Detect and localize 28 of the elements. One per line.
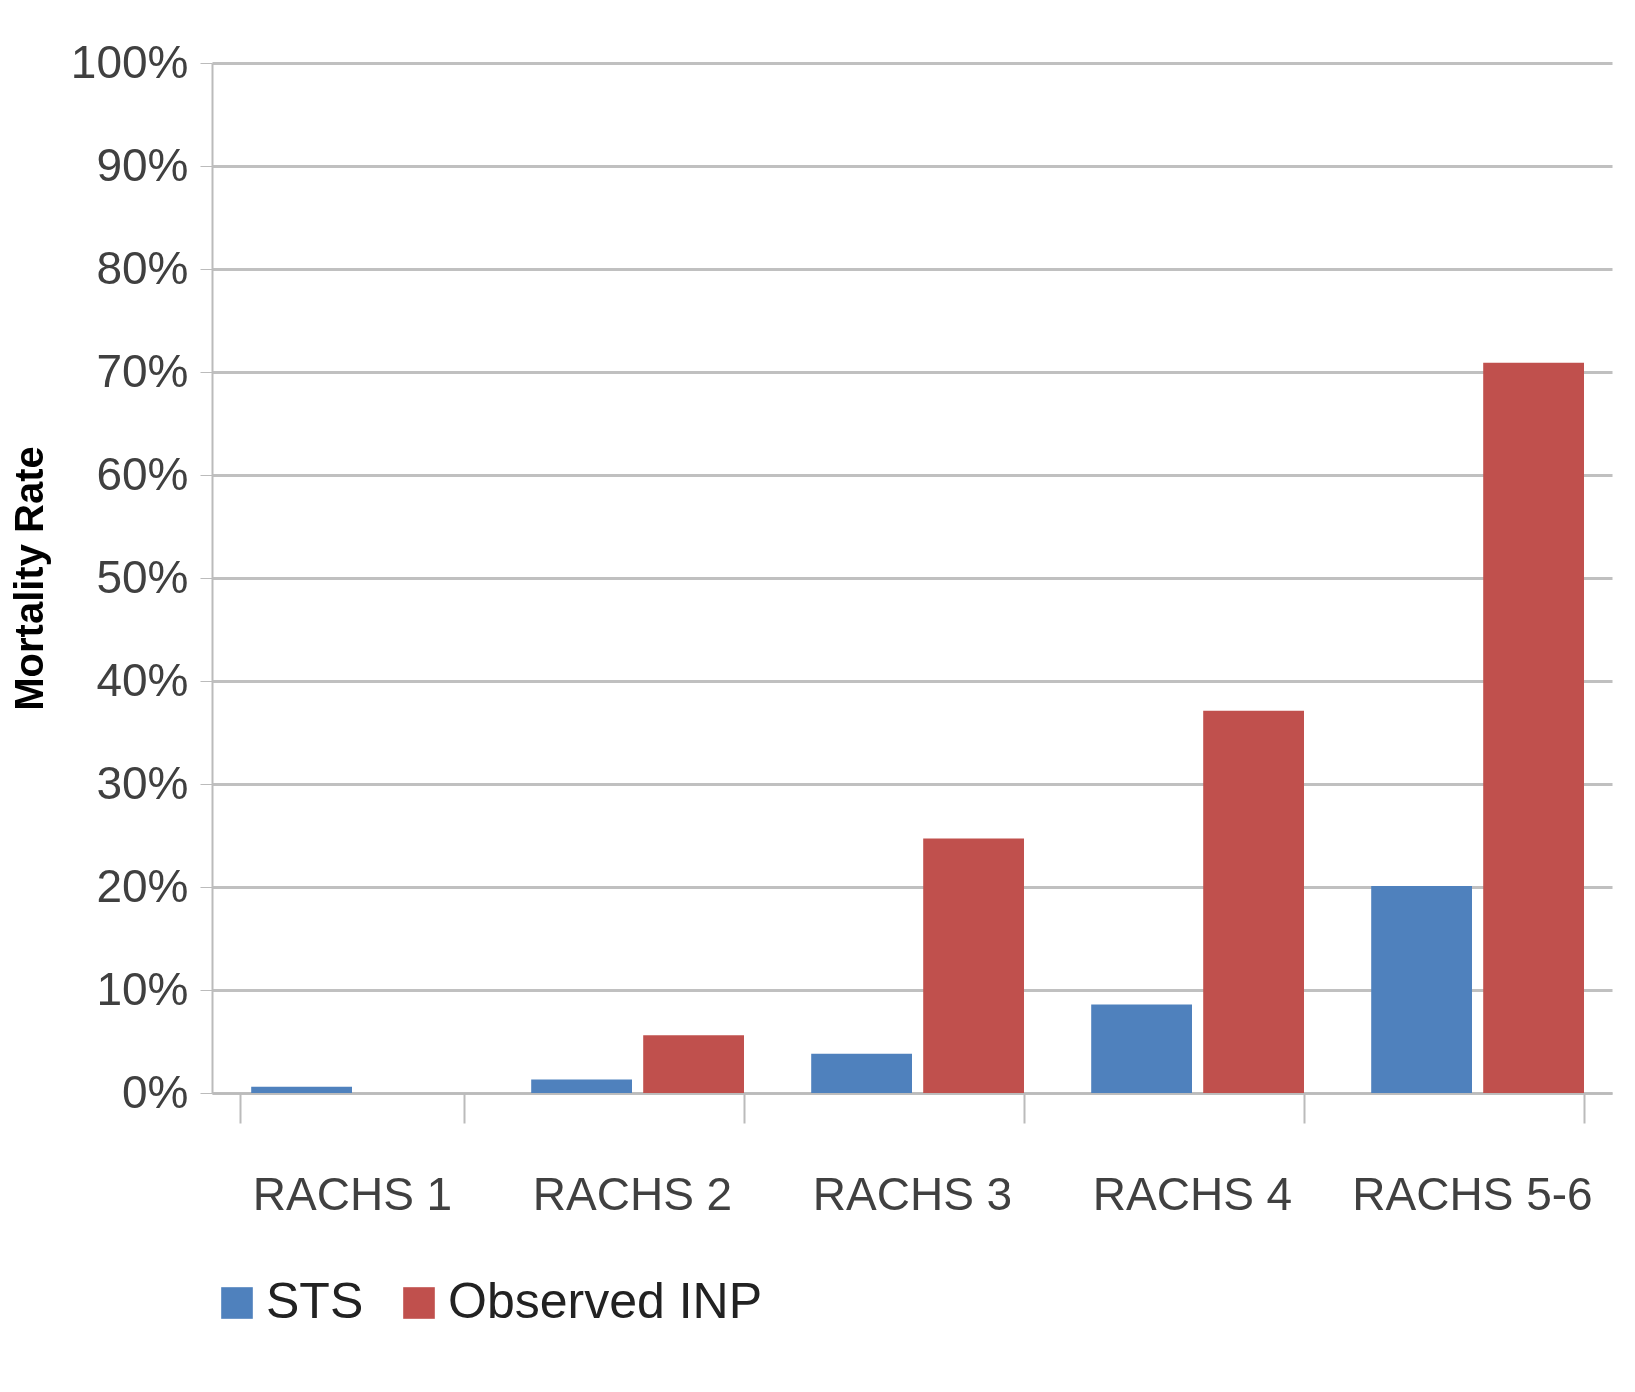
y-tick-label: 60% (96, 447, 189, 500)
y-tick-label: 10% (96, 962, 189, 1015)
y-tick-label: 0% (122, 1065, 189, 1118)
y-tick-label: 100% (70, 35, 189, 88)
legend-label: Observed INP (448, 1273, 763, 1329)
bar (923, 838, 1024, 1093)
y-tick-label: 70% (96, 344, 189, 397)
y-tick-label: 80% (96, 241, 189, 294)
x-tick-label: RACHS 1 (252, 1167, 453, 1220)
x-tick-label: RACHS 2 (532, 1167, 733, 1220)
y-axis-title: Mortality Rate (6, 446, 51, 711)
y-tick-label: 90% (96, 138, 189, 191)
bar (1483, 362, 1584, 1093)
bar (643, 1035, 744, 1093)
bar (251, 1086, 352, 1093)
x-tick-label: RACHS 5-6 (1352, 1167, 1593, 1220)
bar (1371, 885, 1472, 1093)
y-tick-label: 50% (96, 550, 189, 603)
y-tick-label: 30% (96, 756, 189, 809)
y-tick-label: 20% (96, 859, 189, 912)
bar (1203, 710, 1304, 1093)
bar (531, 1079, 632, 1093)
x-tick-label: RACHS 3 (812, 1167, 1013, 1220)
y-tick-label: 40% (96, 653, 189, 706)
bar (1091, 1004, 1192, 1093)
bar (811, 1053, 912, 1093)
x-tick-label: RACHS 4 (1092, 1167, 1293, 1220)
legend-label: STS (266, 1273, 364, 1329)
